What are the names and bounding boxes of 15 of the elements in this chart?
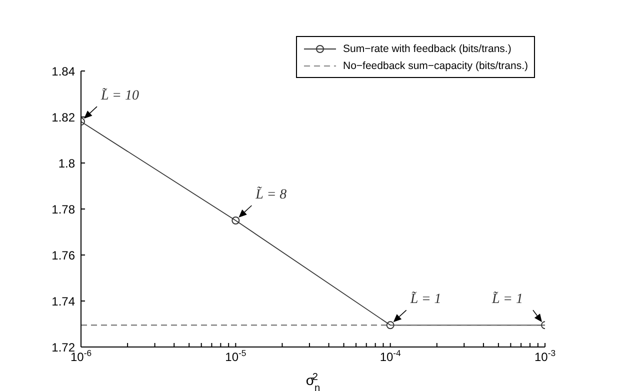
y-tick-label: 1.82 <box>52 110 76 124</box>
legend-label: No−feedback sum−capacity (bits/trans.) <box>342 60 528 72</box>
y-tick-label: 1.8 <box>58 156 76 170</box>
y-tick-label: 1.76 <box>52 248 76 262</box>
annotation: L̃ = 8 <box>254 186 287 202</box>
legend-label: Sum−rate with feedback (bits/trans.) <box>342 42 512 54</box>
y-tick-label: 1.74 <box>52 294 76 308</box>
y-tick-label: 1.84 <box>52 64 76 78</box>
annotation: L̃ = 10 <box>100 87 139 104</box>
x-tick-label: 10$^{-3}$ <box>534 348 556 364</box>
y-tick-label: 1.78 <box>52 202 76 216</box>
annotation: L̃ = 1 <box>409 290 442 308</box>
x-tick-label: 10$^{-5}$ <box>225 348 246 364</box>
x-tick-label: 10$^{-4}$ <box>380 348 402 364</box>
annotation: L̃ = 1 <box>491 290 523 308</box>
